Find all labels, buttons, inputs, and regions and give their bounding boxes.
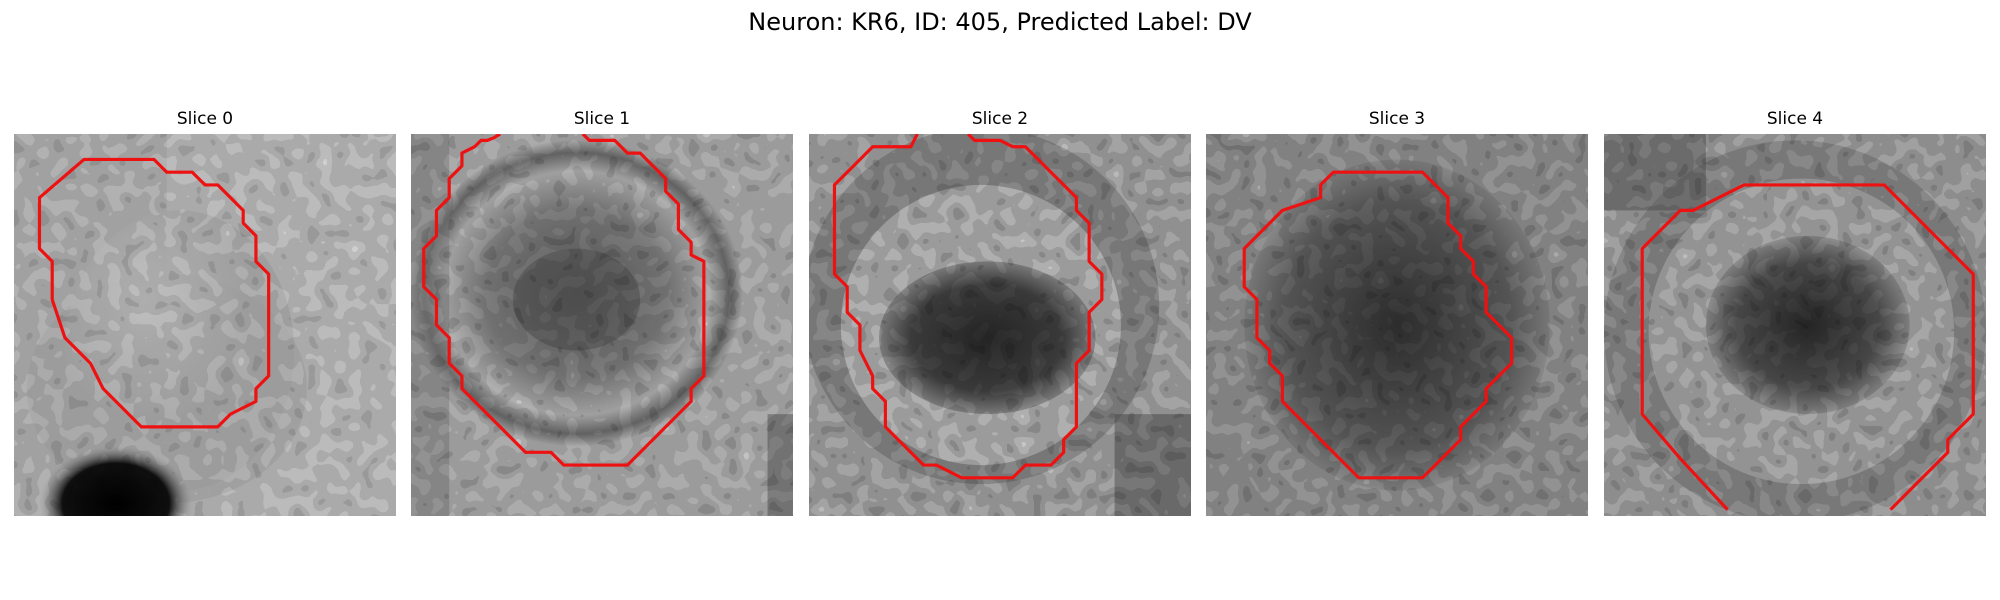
slice-image	[1604, 134, 1986, 516]
slice-title: Slice 3	[1368, 109, 1426, 129]
slice-image	[14, 134, 396, 516]
slice-title: Slice 0	[176, 109, 234, 129]
contour-line	[37, 157, 271, 429]
slice-title: Slice 1	[573, 109, 631, 129]
contour-line	[1242, 170, 1514, 480]
slice-image	[411, 134, 793, 516]
slice-title: Slice 2	[971, 109, 1029, 129]
slice-panel-3: Slice 3	[1206, 104, 1588, 516]
contour-line	[832, 134, 1104, 480]
figure-title: Neuron: KR6, ID: 405, Predicted Label: D…	[748, 8, 1252, 36]
slice-panel-0: Slice 0	[14, 104, 396, 516]
slice-title: Slice 4	[1766, 109, 1824, 129]
slice-panel-4: Slice 4	[1604, 104, 1986, 516]
slice-image	[809, 134, 1191, 516]
slice-image	[1206, 134, 1588, 516]
contour-line	[422, 134, 706, 467]
slice-panel-1: Slice 1	[411, 104, 793, 516]
slice-panel-2: Slice 2	[809, 104, 1191, 516]
contour-line	[1640, 183, 1975, 511]
